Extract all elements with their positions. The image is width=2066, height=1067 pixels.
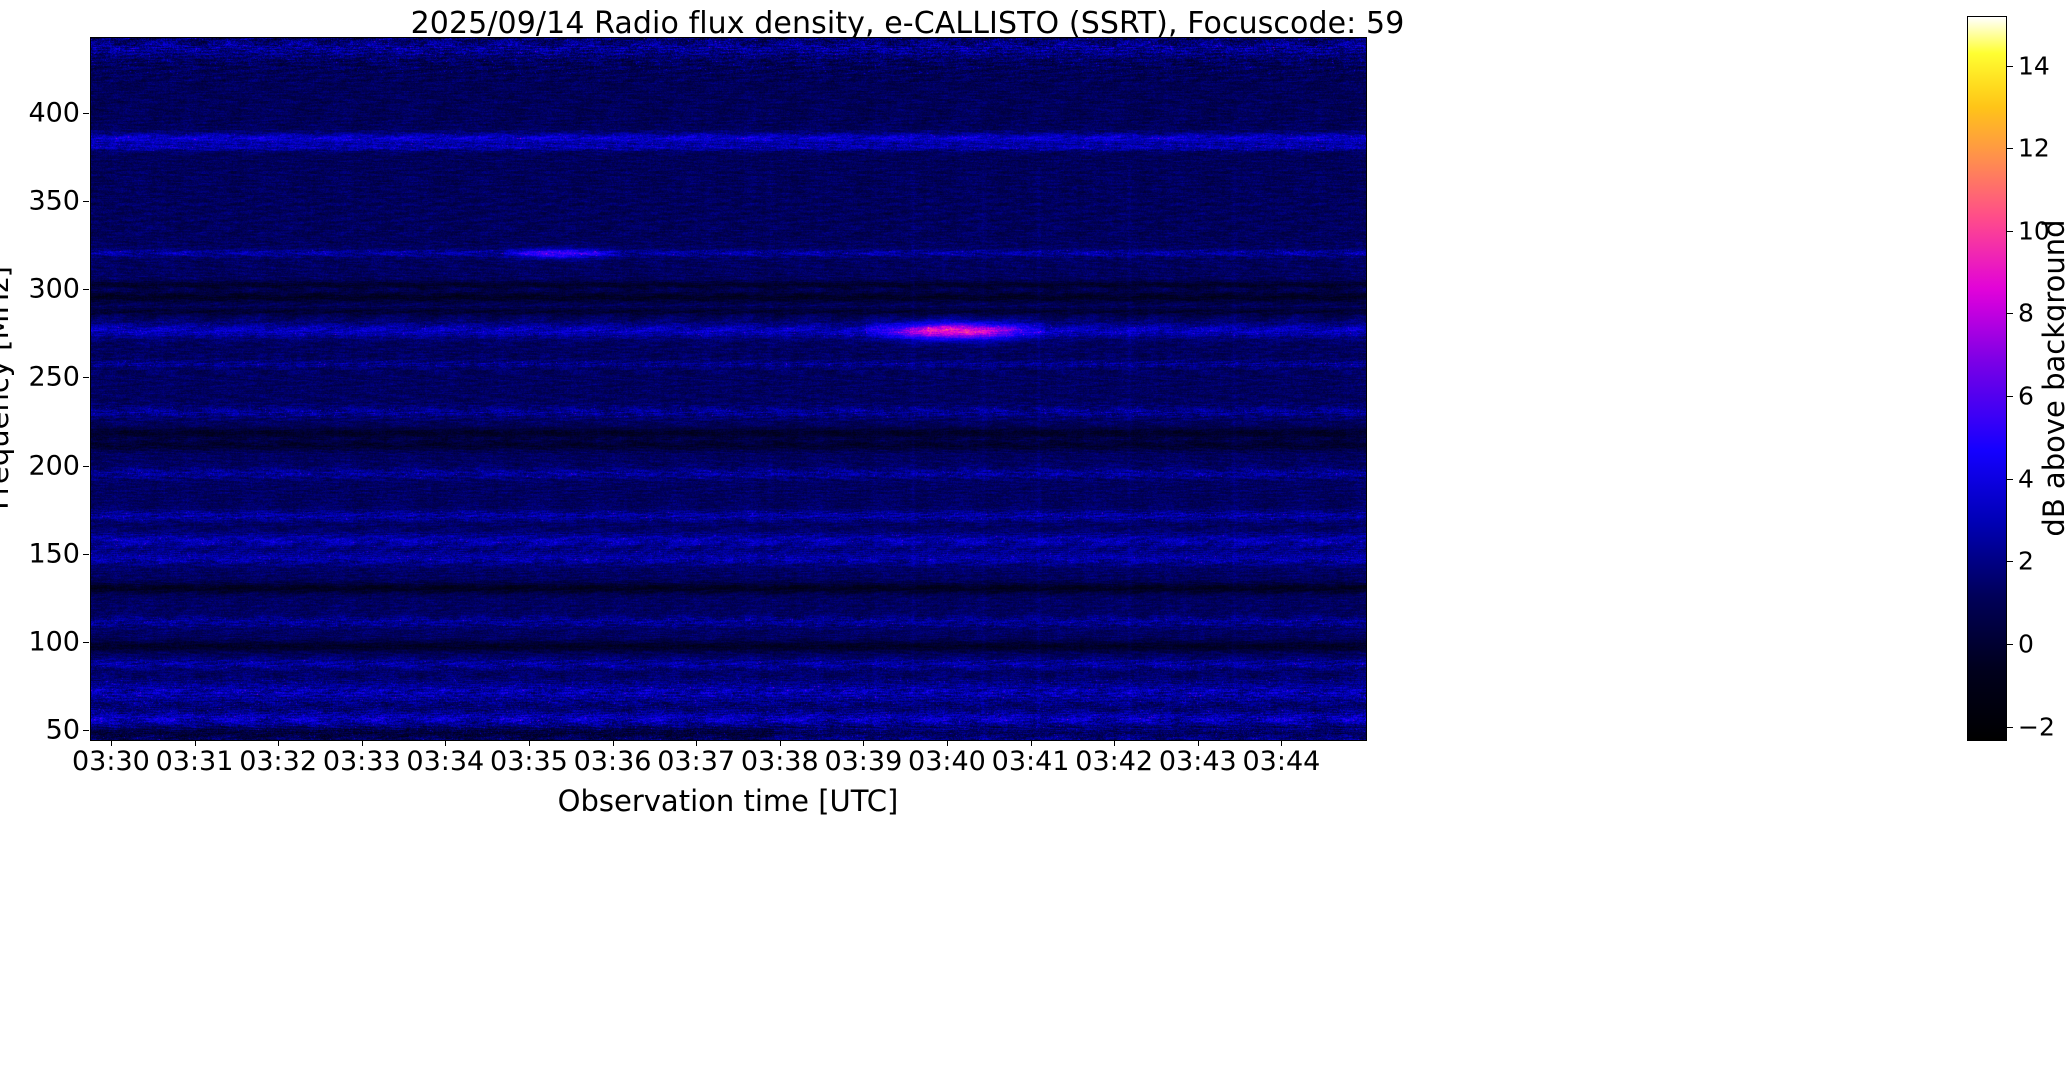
y-axis-label: Frequency [MHz] [0,266,15,510]
x-tick-label: 03:40 [908,746,986,777]
figure-title: 2025/09/14 Radio flux density, e-CALLIST… [410,6,1405,41]
colorbar-tick-label: 0 [2018,629,2034,659]
x-tick-label: 03:44 [1242,746,1321,777]
x-tick-label: 03:39 [824,746,903,777]
colorbar [1967,16,2007,741]
x-tick-mark [779,740,781,746]
colorbar-tick-mark [2006,396,2013,398]
x-tick-label: 03:36 [573,746,652,777]
y-tick-mark [83,730,89,732]
y-tick-label: 200 [28,450,80,482]
colorbar-tick-label: 12 [2018,133,2050,163]
y-tick-mark [83,465,89,467]
x-tick-mark [278,740,280,746]
x-tick-label: 03:42 [1075,746,1154,777]
colorbar-tick-mark [2006,230,2013,232]
x-tick-mark [1114,740,1116,746]
x-tick-mark [110,740,112,746]
x-tick-label: 03:33 [322,746,401,777]
x-tick-mark [194,740,196,746]
x-tick-mark [1030,740,1032,746]
y-tick-label: 400 [28,97,80,129]
y-tick-mark [83,553,89,555]
colorbar-tick-mark [2006,478,2013,480]
y-tick-label: 350 [28,185,80,217]
y-tick-label: 100 [28,626,80,658]
colorbar-tick-label: 6 [2018,381,2034,411]
colorbar-tick-mark [2006,726,2013,728]
y-tick-label: 50 [45,714,80,746]
x-tick-mark [612,740,614,746]
x-tick-mark [1281,740,1283,746]
x-tick-label: 03:37 [657,746,736,777]
colorbar-tick-mark [2006,65,2013,67]
x-tick-mark [696,740,698,746]
y-tick-label: 150 [28,538,80,570]
x-tick-label: 03:31 [155,746,234,777]
y-tick-label: 300 [28,273,80,305]
x-tick-mark [361,740,363,746]
x-tick-mark [528,740,530,746]
colorbar-tick-mark [2006,148,2013,150]
y-tick-mark [83,201,89,203]
colorbar-tick-mark [2006,643,2013,645]
x-tick-mark [863,740,865,746]
y-tick-mark [83,641,89,643]
x-tick-label: 03:38 [740,746,819,777]
y-tick-label: 250 [28,361,80,393]
x-axis-label: Observation time [UTC] [557,784,899,818]
x-tick-label: 03:35 [490,746,568,777]
colorbar-label: dB above background [2037,219,2066,537]
colorbar-tick-label: 14 [2018,51,2050,81]
colorbar-tick-label: 10 [2018,216,2050,246]
x-tick-label: 03:41 [991,746,1070,777]
spectrogram-plot-area [90,37,1367,741]
colorbar-tick-label: 8 [2018,298,2034,328]
x-tick-mark [1197,740,1199,746]
y-tick-mark [83,289,89,291]
spectrogram-image [91,38,1366,740]
x-tick-mark [946,740,948,746]
y-tick-mark [83,112,89,114]
y-tick-mark [83,377,89,379]
x-tick-label: 03:32 [239,746,318,777]
x-tick-mark [445,740,447,746]
x-tick-label: 03:30 [71,746,150,777]
colorbar-gradient [1968,17,2006,740]
colorbar-tick-mark [2006,313,2013,315]
x-tick-label: 03:43 [1158,746,1237,777]
colorbar-tick-label: 4 [2018,464,2034,494]
colorbar-tick-label: −2 [2018,712,2055,742]
colorbar-tick-label: 2 [2018,546,2034,576]
x-tick-label: 03:34 [406,746,485,777]
colorbar-tick-mark [2006,561,2013,563]
